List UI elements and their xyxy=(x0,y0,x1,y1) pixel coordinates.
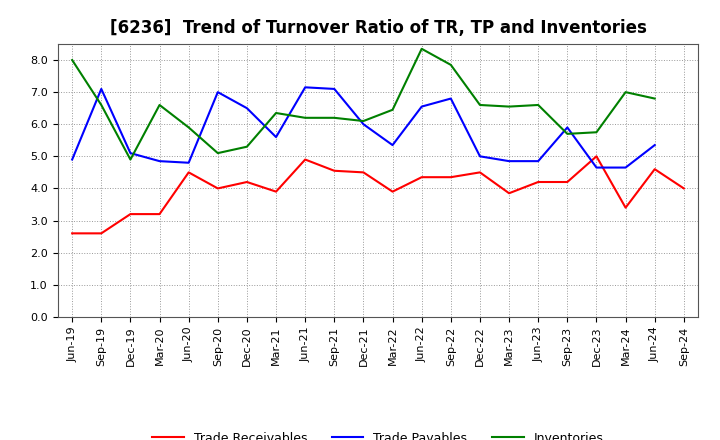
Trade Payables xyxy=(505,158,513,164)
Trade Receivables xyxy=(330,168,338,173)
Trade Payables xyxy=(534,158,543,164)
Inventories xyxy=(505,104,513,109)
Inventories xyxy=(330,115,338,121)
Inventories xyxy=(68,57,76,62)
Inventories xyxy=(621,89,630,95)
Trade Receivables xyxy=(184,170,193,175)
Trade Receivables xyxy=(621,205,630,210)
Inventories xyxy=(446,62,455,67)
Legend: Trade Receivables, Trade Payables, Inventories: Trade Receivables, Trade Payables, Inven… xyxy=(148,427,608,440)
Line: Trade Payables: Trade Payables xyxy=(72,87,654,168)
Trade Receivables xyxy=(388,189,397,194)
Trade Payables xyxy=(301,84,310,90)
Trade Receivables xyxy=(476,170,485,175)
Trade Payables xyxy=(446,96,455,101)
Inventories xyxy=(271,110,280,116)
Trade Receivables xyxy=(243,180,251,185)
Inventories xyxy=(388,107,397,113)
Trade Payables xyxy=(97,86,106,92)
Inventories xyxy=(126,157,135,162)
Trade Payables xyxy=(388,143,397,148)
Inventories xyxy=(418,46,426,51)
Trade Receivables xyxy=(213,186,222,191)
Trade Payables xyxy=(184,160,193,165)
Inventories xyxy=(592,130,600,135)
Inventories xyxy=(156,103,164,108)
Trade Payables xyxy=(476,154,485,159)
Trade Receivables xyxy=(446,175,455,180)
Inventories xyxy=(359,118,368,124)
Inventories xyxy=(184,125,193,130)
Trade Receivables xyxy=(301,157,310,162)
Trade Receivables xyxy=(418,175,426,180)
Title: [6236]  Trend of Turnover Ratio of TR, TP and Inventories: [6236] Trend of Turnover Ratio of TR, TP… xyxy=(109,19,647,37)
Trade Payables xyxy=(213,89,222,95)
Inventories xyxy=(650,96,659,101)
Trade Payables xyxy=(418,104,426,109)
Trade Receivables xyxy=(126,212,135,217)
Trade Payables xyxy=(650,143,659,148)
Line: Trade Receivables: Trade Receivables xyxy=(72,156,684,233)
Inventories xyxy=(243,144,251,149)
Trade Receivables xyxy=(68,231,76,236)
Trade Receivables xyxy=(592,154,600,159)
Trade Receivables xyxy=(534,180,543,185)
Trade Receivables xyxy=(97,231,106,236)
Trade Receivables xyxy=(563,180,572,185)
Line: Inventories: Inventories xyxy=(72,49,654,160)
Inventories xyxy=(97,103,106,108)
Trade Receivables xyxy=(650,166,659,172)
Trade Payables xyxy=(563,125,572,130)
Trade Payables xyxy=(271,135,280,140)
Trade Payables xyxy=(359,121,368,127)
Inventories xyxy=(476,103,485,108)
Trade Receivables xyxy=(680,186,688,191)
Trade Payables xyxy=(330,86,338,92)
Trade Payables xyxy=(68,157,76,162)
Trade Receivables xyxy=(505,191,513,196)
Trade Receivables xyxy=(156,212,164,217)
Trade Payables xyxy=(243,106,251,111)
Trade Payables xyxy=(156,158,164,164)
Trade Receivables xyxy=(271,189,280,194)
Trade Payables xyxy=(126,150,135,156)
Trade Receivables xyxy=(359,170,368,175)
Trade Payables xyxy=(592,165,600,170)
Inventories xyxy=(301,115,310,121)
Inventories xyxy=(563,131,572,136)
Inventories xyxy=(534,103,543,108)
Trade Payables xyxy=(621,165,630,170)
Inventories xyxy=(213,150,222,156)
